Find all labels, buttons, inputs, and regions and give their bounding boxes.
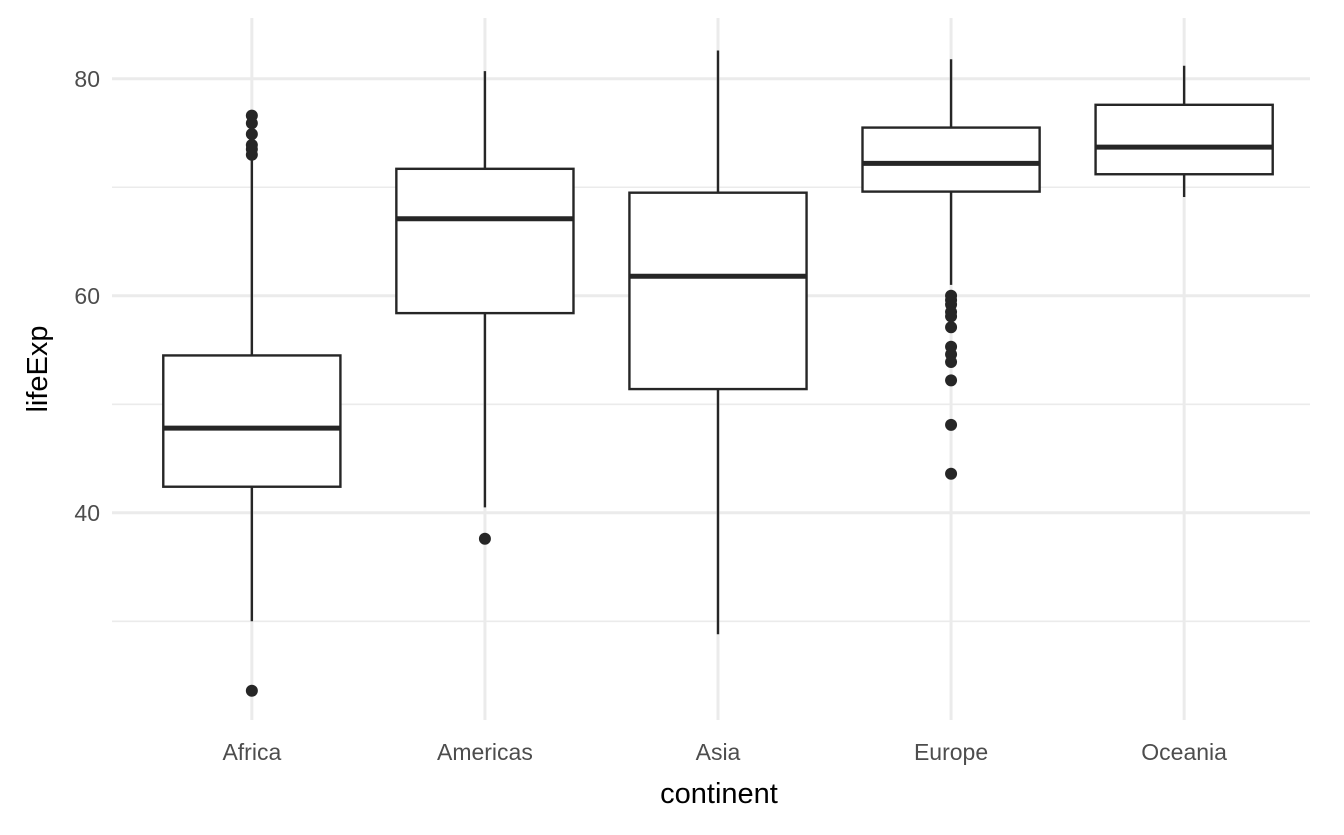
outlier-point: [245, 684, 258, 697]
outlier-point: [945, 467, 958, 480]
x-tick-label: Americas: [437, 739, 533, 765]
x-axis-ticks: Africa Americas Asia Europe Oceania: [222, 739, 1227, 765]
y-tick-label: 60: [74, 283, 100, 309]
box-americas: [395, 167, 575, 315]
outlier-point: [245, 128, 258, 141]
box-oceania: [1094, 103, 1274, 176]
box-asia: [628, 191, 808, 391]
y-axis-ticks: 40 60 80: [74, 66, 100, 526]
x-axis-title: continent: [660, 778, 778, 810]
outlier-point: [945, 310, 958, 323]
boxes: [162, 50, 1274, 697]
y-axis-title: lifeExp: [22, 325, 54, 412]
outlier-point: [245, 117, 258, 130]
box-europe: [861, 126, 1041, 193]
x-tick-label: Europe: [914, 739, 988, 765]
x-tick-label: Africa: [222, 739, 281, 765]
outlier-point: [245, 148, 258, 161]
y-tick-label: 80: [74, 66, 100, 92]
outlier-point: [945, 374, 958, 387]
outlier-point: [945, 418, 958, 431]
x-tick-label: Oceania: [1141, 739, 1227, 765]
box-africa: [162, 354, 342, 488]
y-tick-label: 40: [74, 500, 100, 526]
outlier-point: [945, 355, 958, 368]
x-tick-label: Asia: [696, 739, 741, 765]
outlier-point: [478, 532, 491, 545]
outlier-point: [945, 321, 958, 334]
